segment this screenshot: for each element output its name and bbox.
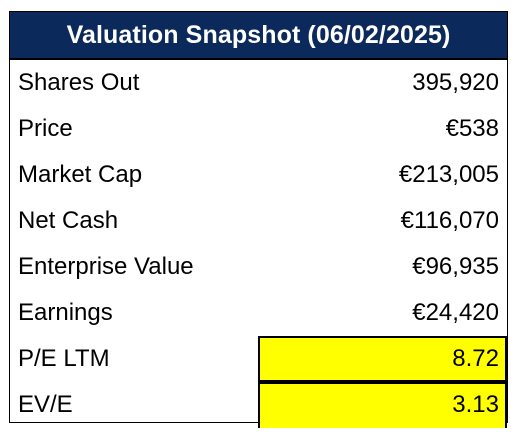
row-value: €538 xyxy=(445,115,499,142)
table-row-pe-ltm: P/E LTM 8.72 xyxy=(10,336,507,382)
row-label: Net Cash xyxy=(18,207,119,234)
row-label: Price xyxy=(18,115,73,142)
row-label: Earnings xyxy=(18,299,113,326)
table-row-earnings: Earnings €24,420 xyxy=(10,290,507,336)
row-value: 3.13 xyxy=(452,391,499,418)
highlighted-value-cell xyxy=(258,336,507,382)
row-label: Shares Out xyxy=(18,69,140,96)
table-row-price: Price €538 xyxy=(10,106,507,152)
table-row-market-cap: Market Cap €213,005 xyxy=(10,152,507,198)
row-label: P/E LTM xyxy=(18,345,110,372)
row-value: €96,935 xyxy=(412,253,499,280)
row-value: €116,070 xyxy=(400,207,499,234)
row-value: €213,005 xyxy=(398,161,499,188)
row-value: 8.72 xyxy=(452,345,499,372)
table-row-ev-e: EV/E 3.13 xyxy=(10,382,507,428)
row-value: 395,920 xyxy=(412,69,499,96)
table-row-enterprise-value: Enterprise Value €96,935 xyxy=(10,244,507,290)
table-title: Valuation Snapshot (06/02/2025) xyxy=(10,12,507,60)
row-label: Enterprise Value xyxy=(18,253,194,280)
row-label: Market Cap xyxy=(18,161,143,188)
valuation-snapshot-table: Valuation Snapshot (06/02/2025) Shares O… xyxy=(9,11,508,428)
highlighted-value-cell xyxy=(258,382,507,428)
row-value: €24,420 xyxy=(412,299,499,326)
table-row-net-cash: Net Cash €116,070 xyxy=(10,198,507,244)
row-label: EV/E xyxy=(18,391,73,418)
table-row-shares-out: Shares Out 395,920 xyxy=(10,60,507,106)
